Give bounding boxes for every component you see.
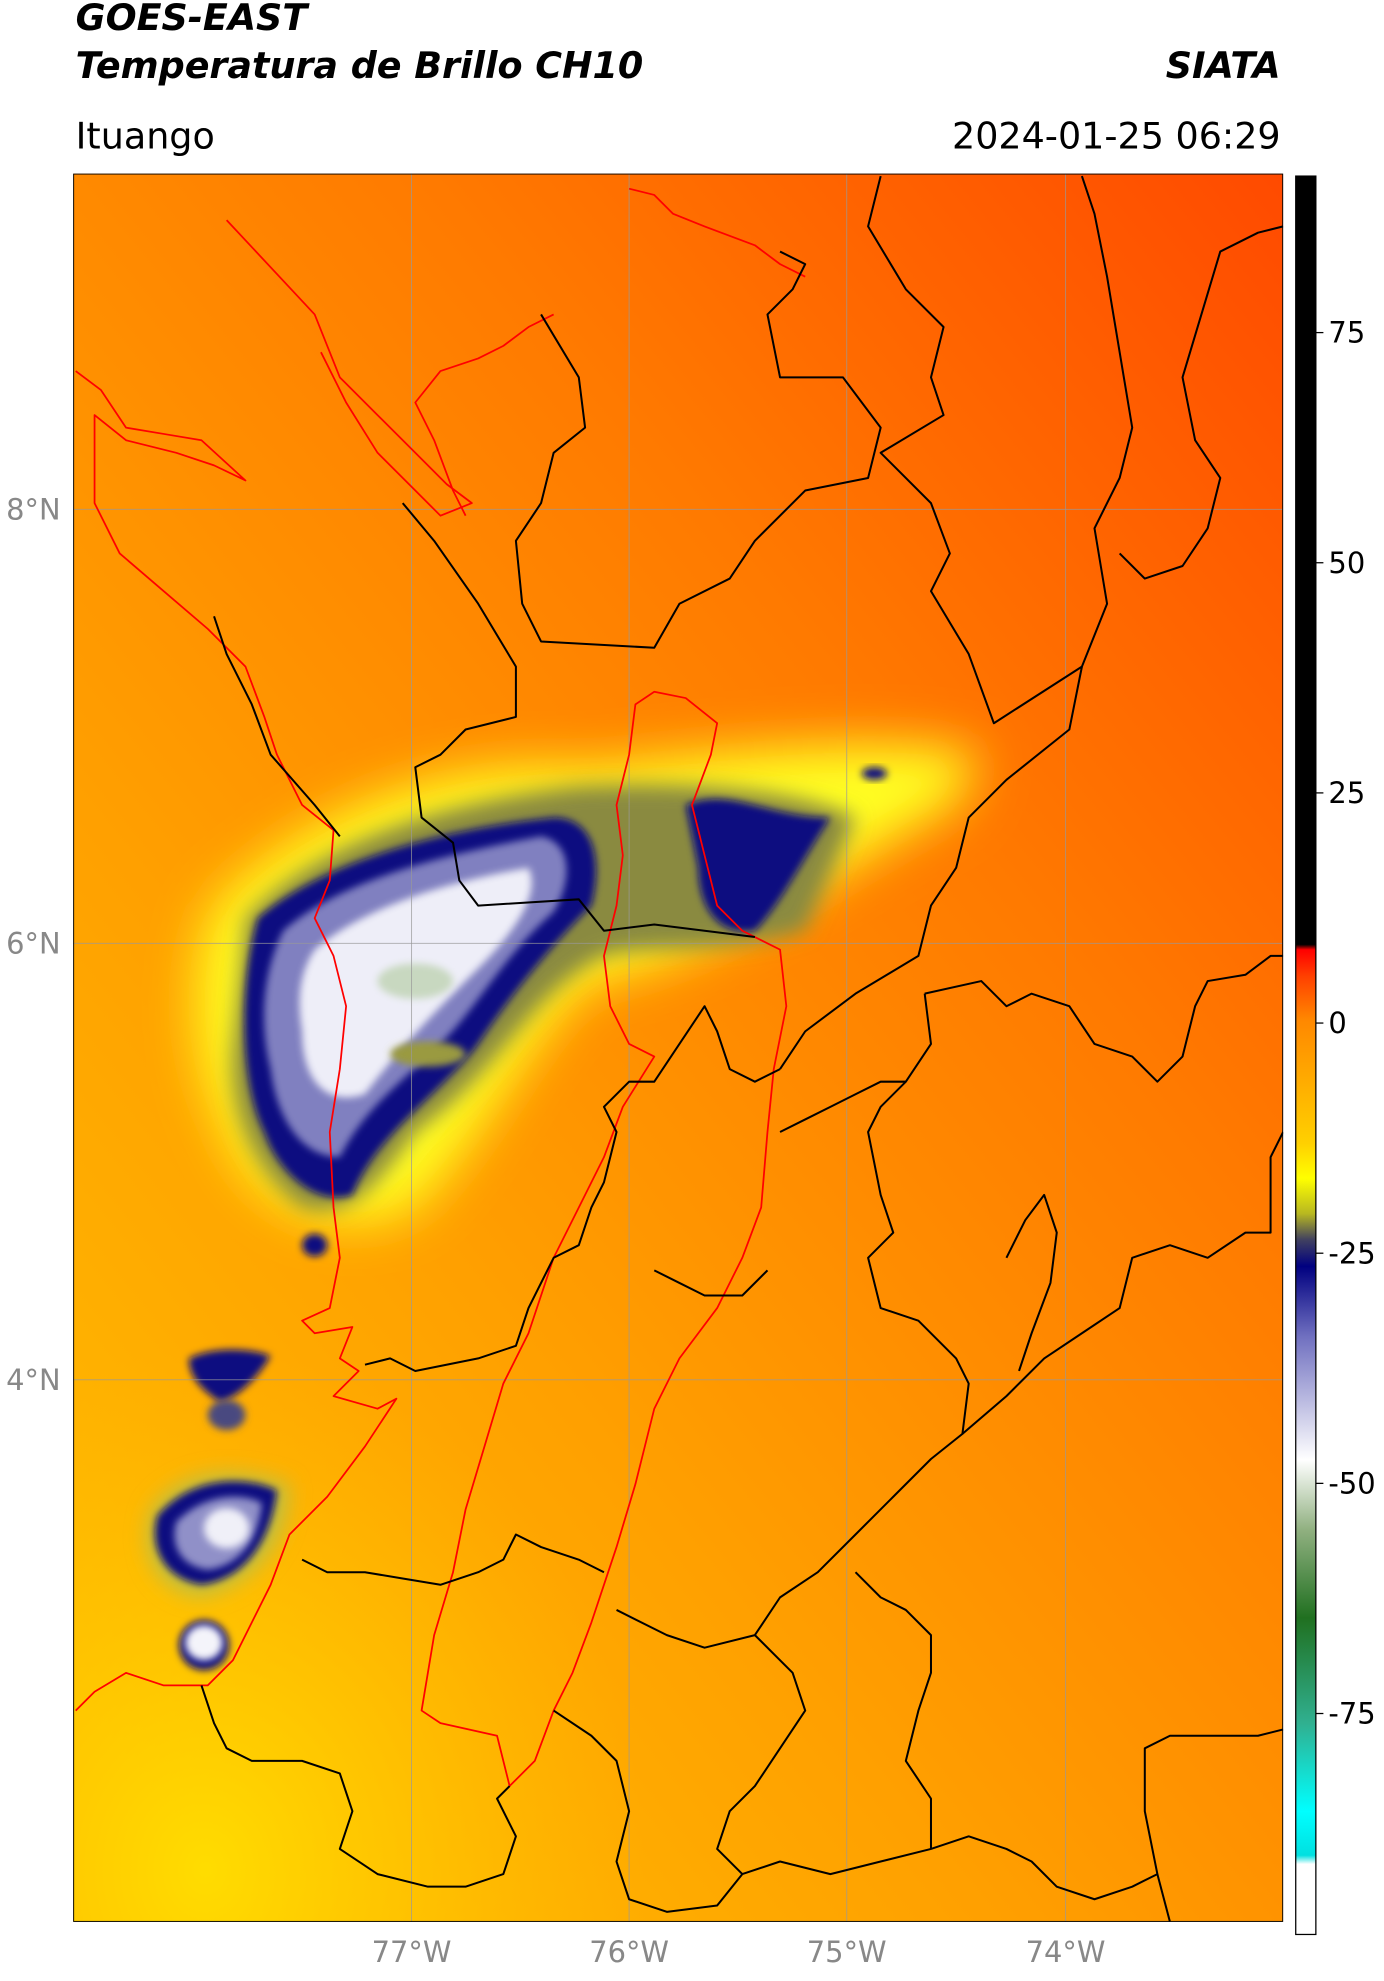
datetime: 2024-01-25 06:29 [952, 114, 1281, 157]
colorbar-tick-label: 0 [1328, 1006, 1346, 1040]
title-satellite: GOES-EAST [76, 0, 311, 39]
lat-label: 4°N [6, 1363, 60, 1397]
coastline [75, 187, 806, 1787]
lon-label: 75°W [807, 1935, 887, 1969]
location: Ituango [76, 114, 215, 157]
colorbar-tick-label: 25 [1328, 776, 1365, 810]
lon-label: 76°W [589, 1935, 669, 1969]
lon-label: 74°W [1026, 1935, 1106, 1969]
lat-label: 8°N [6, 492, 60, 526]
colorbar-scale [1295, 175, 1317, 1936]
map [73, 173, 1284, 1922]
lat-label: 6°N [6, 926, 60, 960]
colorbar-tick-label: 75 [1328, 316, 1365, 350]
brand: SIATA [1166, 44, 1281, 87]
colorbar-tick-label: -75 [1328, 1697, 1375, 1731]
grid [73, 173, 1284, 1922]
axis-labels: 8°N 6°N 4°N 77°W 76°W 75°W 74°W [6, 492, 1105, 1969]
colorbar: 75 50 25 0 -25 -50 -75 [1295, 175, 1376, 1936]
cloud-field [146, 743, 982, 1671]
colorbar-tick-label: -50 [1328, 1466, 1375, 1500]
title-product: Temperatura de Brillo CH10 [76, 44, 644, 87]
department-borders [200, 175, 1284, 1922]
lon-label: 77°W [372, 1935, 452, 1969]
colorbar-tick-label: 50 [1328, 546, 1365, 580]
colorbar-tick-label: -25 [1328, 1236, 1375, 1270]
